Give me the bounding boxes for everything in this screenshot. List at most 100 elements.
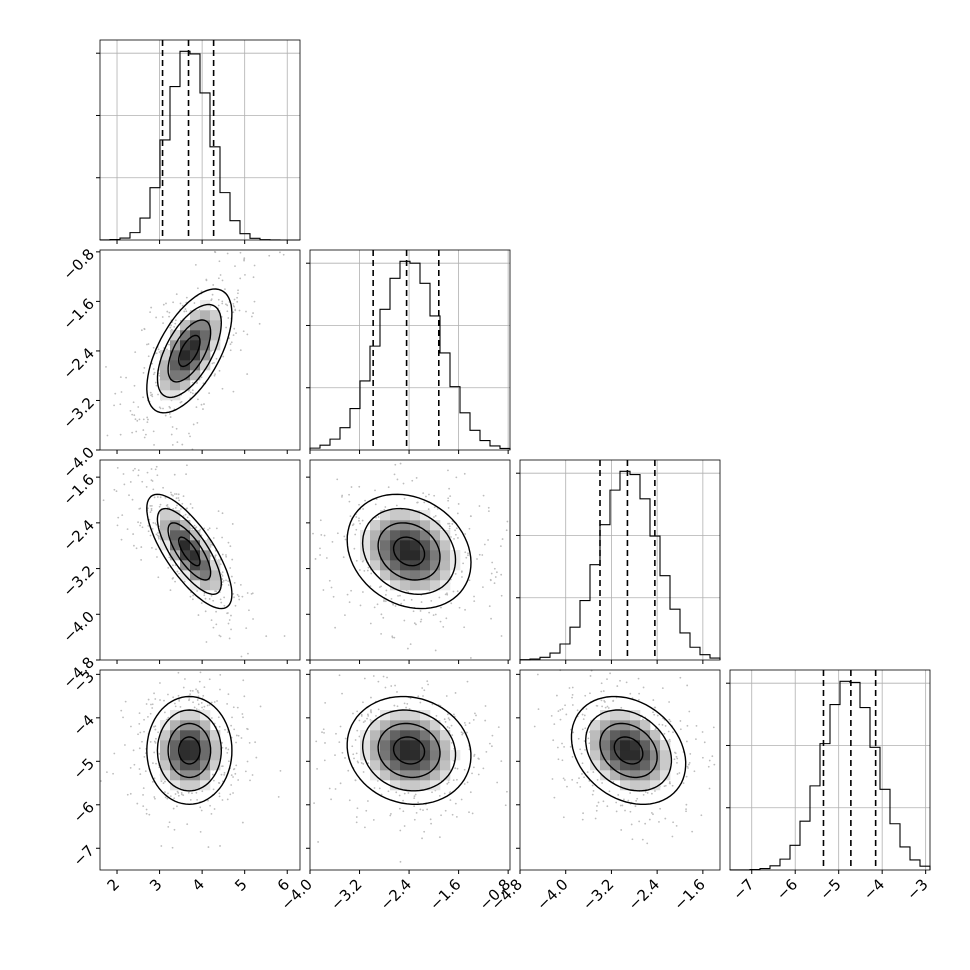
density-cell <box>180 330 191 341</box>
scatter-point <box>214 590 217 592</box>
scatter-point <box>113 404 115 407</box>
scatter-point <box>184 513 187 516</box>
scatter-point <box>170 324 173 327</box>
scatter-point <box>571 693 574 696</box>
scatter-point <box>159 503 162 506</box>
scatter-point <box>675 755 678 758</box>
density-cell <box>170 510 181 521</box>
density-cell <box>630 740 641 751</box>
density-cell <box>210 570 221 581</box>
scatter-point <box>227 622 230 625</box>
scatter-point <box>215 527 218 530</box>
scatter-point <box>631 838 634 841</box>
histogram-step <box>99 50 301 241</box>
scatter-point <box>414 793 417 796</box>
density-cell <box>200 360 211 371</box>
scatter-point <box>377 708 380 711</box>
panel-frame <box>519 459 721 661</box>
scatter-point <box>185 473 187 476</box>
scatter-point <box>177 694 180 697</box>
scatter-point <box>132 533 135 535</box>
scatter-point <box>460 570 463 573</box>
scatter-point <box>410 598 413 601</box>
scatter-point <box>583 714 586 717</box>
scatter-point <box>671 784 674 787</box>
density-cell <box>410 710 421 721</box>
scatter-point <box>358 735 361 738</box>
scatter-point <box>197 614 200 616</box>
scatter-point <box>316 767 318 770</box>
scatter-point <box>152 488 155 491</box>
scatter-point <box>155 465 158 468</box>
density-cell <box>170 530 181 541</box>
scatter-point <box>481 554 484 556</box>
density-cell <box>620 780 631 791</box>
scatter-point <box>355 816 358 818</box>
scatter-point <box>148 813 151 816</box>
scatter-point <box>207 846 210 848</box>
scatter-point <box>151 707 154 709</box>
scatter-point <box>403 792 406 795</box>
scatter-point <box>467 554 469 557</box>
scatter-point <box>446 593 449 596</box>
scatter-point <box>156 474 159 477</box>
scatter-point <box>433 506 436 509</box>
scatter-point <box>226 703 229 705</box>
scatter-point <box>323 759 326 762</box>
scatter-point <box>283 635 286 637</box>
density-cell <box>640 740 651 751</box>
scatter-point <box>583 740 586 742</box>
scatter-point <box>253 264 256 267</box>
scatter-point <box>221 578 224 580</box>
scatter-point <box>232 592 235 595</box>
scatter-point <box>374 503 377 506</box>
density-cell <box>170 360 181 371</box>
density-cell <box>200 770 211 781</box>
scatter-point <box>242 330 245 333</box>
scatter-point <box>355 559 358 562</box>
density-cell <box>200 730 211 741</box>
scatter-point <box>606 678 608 681</box>
scatter-point <box>164 496 167 499</box>
scatter-point <box>581 713 584 716</box>
scatter-point <box>186 516 189 519</box>
scatter-point <box>191 792 193 795</box>
scatter-point <box>228 337 231 340</box>
scatter-point <box>688 761 691 764</box>
scatter-point <box>173 473 176 476</box>
scatter-point <box>380 793 383 796</box>
density-cell <box>610 770 621 781</box>
scatter-point <box>478 553 481 556</box>
scatter-point <box>149 712 152 715</box>
contour-line <box>392 736 426 765</box>
scatter-point <box>242 679 245 682</box>
scatter-point <box>430 599 433 602</box>
scatter-point <box>162 782 165 784</box>
scatter-point <box>456 778 458 781</box>
scatter-point <box>658 723 661 726</box>
scatter-point <box>175 497 178 500</box>
x-tick-label: −6 <box>773 875 801 903</box>
scatter-point <box>184 308 187 310</box>
scatter-point <box>237 595 240 598</box>
density-cell <box>600 750 611 761</box>
scatter-point <box>221 279 224 282</box>
scatter-point <box>150 507 153 510</box>
scatter-point <box>572 731 575 734</box>
scatter-point <box>624 809 626 812</box>
scatter-point <box>394 684 396 687</box>
scatter-point <box>397 595 399 597</box>
density-cell <box>590 740 601 751</box>
scatter-point <box>160 845 163 847</box>
scatter-point <box>648 818 651 821</box>
scatter-point <box>199 671 202 674</box>
scatter-point <box>426 680 429 683</box>
contour-line <box>156 303 223 399</box>
scatter-point <box>159 496 162 499</box>
scatter-point <box>428 493 430 496</box>
x-tick-label: −2.4 <box>625 875 663 913</box>
y-tick-label: −3.2 <box>60 394 98 432</box>
density-cell <box>600 720 611 731</box>
scatter-point <box>319 554 322 556</box>
scatter-point <box>189 435 191 438</box>
